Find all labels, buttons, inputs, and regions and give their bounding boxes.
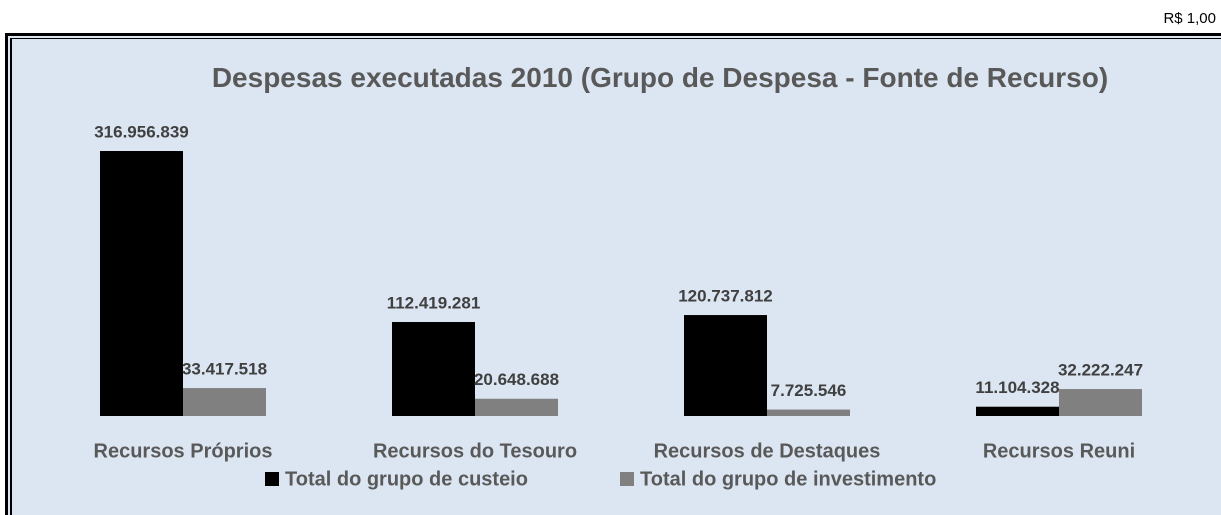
x-tick-label: Recursos Reuni [983, 440, 1135, 462]
value-label: 120.737.812 [678, 287, 773, 306]
legend-swatch [620, 472, 634, 486]
legend-label: Total do grupo de custeio [285, 468, 528, 490]
value-label: 32.222.247 [1058, 361, 1143, 380]
border-top-inner [10, 38, 1221, 39]
unit-label: R$ 1,00 [1163, 10, 1216, 27]
bar [392, 322, 475, 416]
border-left-inner [10, 38, 12, 515]
bar [684, 315, 767, 416]
value-label: 11.104.328 [975, 378, 1059, 397]
value-label: 7.725.546 [771, 381, 847, 400]
border-left-outer [5, 33, 8, 515]
bar [475, 398, 558, 416]
x-tick-label: Recursos Próprios [94, 440, 273, 462]
bar [183, 388, 266, 416]
value-label: 33.417.518 [182, 360, 267, 379]
bar [1059, 389, 1142, 416]
bar [976, 406, 1059, 416]
legend-label: Total do grupo de investimento [640, 468, 936, 490]
plot-background [5, 33, 1221, 515]
value-label: 316.956.839 [94, 122, 189, 141]
bar [100, 151, 183, 416]
x-tick-label: Recursos do Tesouro [373, 440, 577, 462]
border-top [5, 33, 1221, 36]
value-label: 20.648.688 [474, 370, 559, 389]
x-tick-label: Recursos de Destaques [654, 440, 881, 462]
value-label: 112.419.281 [387, 293, 481, 312]
bar [767, 409, 850, 416]
chart-title: Despesas executadas 2010 (Grupo de Despe… [211, 62, 1109, 93]
legend-swatch [265, 472, 279, 486]
